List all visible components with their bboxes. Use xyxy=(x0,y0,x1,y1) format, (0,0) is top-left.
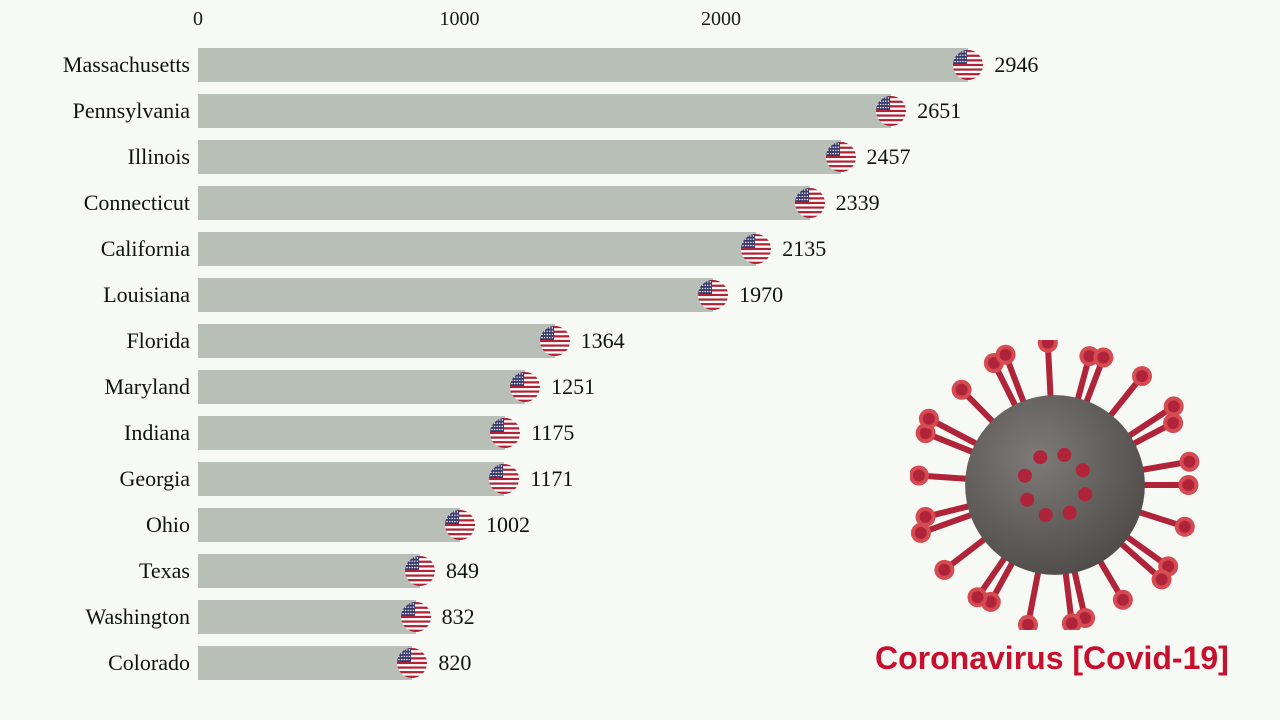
bar xyxy=(198,232,756,266)
row-label: Texas xyxy=(0,558,190,584)
us-flag-icon xyxy=(540,326,570,356)
bar xyxy=(198,94,891,128)
row-label: Colorado xyxy=(0,650,190,676)
row-label: Illinois xyxy=(0,144,190,170)
row-label: Washington xyxy=(0,604,190,630)
us-flag-icon xyxy=(510,372,540,402)
row-value: 2651 xyxy=(917,98,961,124)
row-label: Louisiana xyxy=(0,282,190,308)
row-label: Massachusetts xyxy=(0,52,190,78)
us-flag-icon xyxy=(826,142,856,172)
us-flag-icon xyxy=(741,234,771,264)
row-label: Connecticut xyxy=(0,190,190,216)
us-flag-icon xyxy=(445,510,475,540)
bar xyxy=(198,186,810,220)
us-flag-icon xyxy=(490,418,520,448)
us-flag-icon xyxy=(397,648,427,678)
row-value: 2946 xyxy=(994,52,1038,78)
bar xyxy=(198,462,504,496)
row-value: 820 xyxy=(438,650,471,676)
table-row: Louisiana 1970 xyxy=(0,272,1280,318)
row-label: Georgia xyxy=(0,466,190,492)
row-value: 2339 xyxy=(836,190,880,216)
bar xyxy=(198,508,460,542)
row-label: Florida xyxy=(0,328,190,354)
row-label: Indiana xyxy=(0,420,190,446)
us-flag-icon xyxy=(953,50,983,80)
bar xyxy=(198,370,525,404)
bar xyxy=(198,416,505,450)
bar xyxy=(198,48,968,82)
row-value: 2457 xyxy=(867,144,911,170)
row-value: 2135 xyxy=(782,236,826,262)
row-value: 1171 xyxy=(530,466,573,492)
bar xyxy=(198,140,841,174)
row-value: 1251 xyxy=(551,374,595,400)
row-label: California xyxy=(0,236,190,262)
row-value: 1364 xyxy=(581,328,625,354)
bar xyxy=(198,324,555,358)
table-row: Massachusetts 2946 xyxy=(0,42,1280,88)
table-row: California 2135 xyxy=(0,226,1280,272)
us-flag-icon xyxy=(401,602,431,632)
bar xyxy=(198,554,420,588)
bar xyxy=(198,278,713,312)
x-axis-tick: 2000 xyxy=(701,8,741,31)
row-value: 832 xyxy=(442,604,475,630)
table-row: Connecticut 2339 xyxy=(0,180,1280,226)
row-label: Pennsylvania xyxy=(0,98,190,124)
bar xyxy=(198,646,412,680)
us-flag-icon xyxy=(795,188,825,218)
us-flag-icon xyxy=(876,96,906,126)
row-label: Ohio xyxy=(0,512,190,538)
us-flag-icon xyxy=(698,280,728,310)
us-flag-icon xyxy=(489,464,519,494)
table-row: Illinois 2457 xyxy=(0,134,1280,180)
row-value: 1002 xyxy=(486,512,530,538)
table-row: Pennsylvania 2651 xyxy=(0,88,1280,134)
x-axis-tick: 0 xyxy=(193,8,203,31)
bar xyxy=(198,600,416,634)
row-value: 1175 xyxy=(531,420,574,446)
row-label: Maryland xyxy=(0,374,190,400)
us-flag-icon xyxy=(405,556,435,586)
row-value: 1970 xyxy=(739,282,783,308)
x-axis-tick: 1000 xyxy=(440,8,480,31)
coronavirus-icon xyxy=(910,340,1200,630)
chart-title: Coronavirus [Covid-19] xyxy=(875,640,1229,677)
row-value: 849 xyxy=(446,558,479,584)
